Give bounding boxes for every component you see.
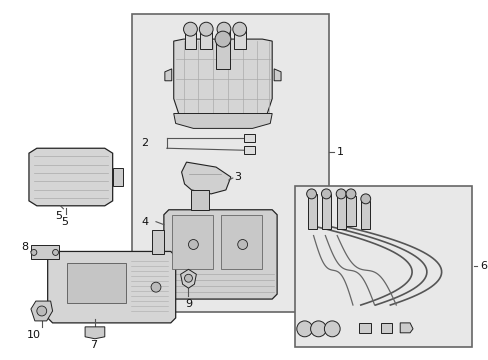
Polygon shape [274,69,281,81]
Circle shape [37,306,46,316]
Bar [243,146,255,154]
Circle shape [237,239,247,249]
Bar [358,323,370,333]
Bar [337,194,346,229]
Polygon shape [173,39,272,123]
Circle shape [296,321,312,337]
Polygon shape [47,251,175,323]
Text: 6: 6 [479,261,486,271]
Circle shape [183,22,197,36]
Text: 2: 2 [141,138,148,148]
Bar [200,29,212,49]
Bar [191,190,209,210]
Text: 5: 5 [61,217,68,227]
Circle shape [217,22,230,36]
Circle shape [324,321,340,337]
Circle shape [215,31,230,47]
Text: 4: 4 [141,217,148,227]
Circle shape [306,189,316,199]
Bar [216,39,229,69]
Circle shape [31,249,37,255]
Polygon shape [152,230,163,255]
Circle shape [188,239,198,249]
Circle shape [346,189,355,199]
Text: 10: 10 [27,330,41,340]
Bar [233,29,245,49]
Bar [307,194,316,229]
Bar [221,215,262,269]
Bar [294,186,471,347]
Circle shape [336,189,346,199]
Text: 7: 7 [90,340,97,350]
Polygon shape [399,323,412,333]
Bar [322,194,330,229]
Bar [346,196,355,226]
Text: 1: 1 [337,147,344,157]
Polygon shape [181,162,230,194]
Polygon shape [85,327,104,339]
Circle shape [310,321,325,337]
Bar [184,29,196,49]
Circle shape [53,249,59,255]
Text: 9: 9 [185,299,192,309]
Polygon shape [29,148,112,206]
Bar [360,201,369,229]
Polygon shape [163,210,277,299]
Bar [218,29,229,49]
Polygon shape [164,69,171,81]
Polygon shape [180,269,196,288]
Circle shape [232,22,246,36]
Text: 3: 3 [233,172,240,182]
Circle shape [199,22,213,36]
Polygon shape [112,168,122,186]
Bar [132,14,328,312]
Bar [171,215,213,269]
Circle shape [151,282,161,292]
Text: 5: 5 [56,211,62,221]
Circle shape [184,274,192,282]
Bar [67,264,126,303]
Circle shape [360,194,370,204]
Polygon shape [31,301,53,321]
Bar [243,134,255,142]
Text: 8: 8 [21,243,28,252]
Polygon shape [173,113,272,129]
Circle shape [321,189,330,199]
Bar [380,323,391,333]
Polygon shape [31,246,59,260]
